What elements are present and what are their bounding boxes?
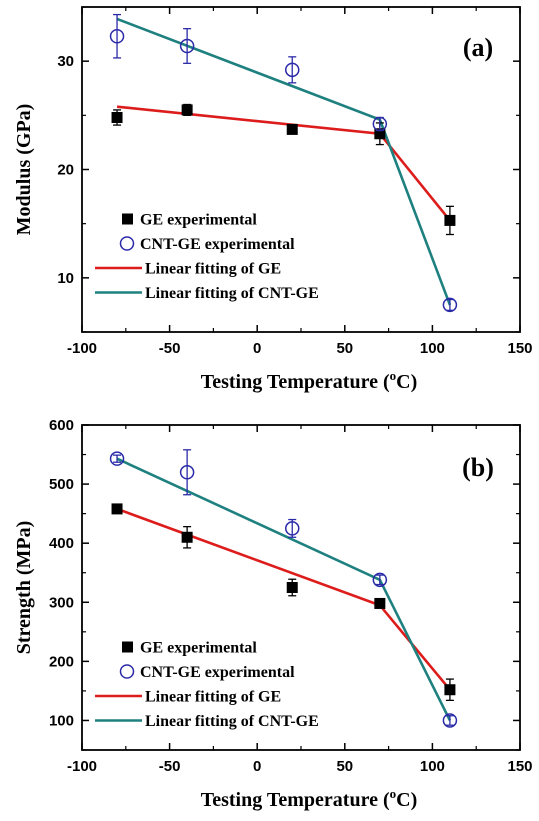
y-tick-label: 300 <box>49 594 74 611</box>
panel-label: (b) <box>462 453 494 482</box>
marker-ge <box>286 123 298 135</box>
marker-ge <box>181 531 193 543</box>
legend-label: Linear fitting of GE <box>145 689 281 706</box>
legend-marker-ge <box>122 213 133 225</box>
marker-ge <box>111 112 123 123</box>
marker-ge <box>111 503 123 515</box>
x-tick-label: -50 <box>159 758 181 775</box>
marker-cnt-ge <box>442 713 458 728</box>
chart-panel-a: -100 -50 0 50 100 150 10 20 30 (a) GE experimental… <box>13 6 533 393</box>
x-tick-label: 50 <box>336 758 353 775</box>
x-axis-label: Testing Temperature (oC) <box>201 368 418 393</box>
y-tick-label: 10 <box>57 270 74 287</box>
legend-label: Linear fitting of CNT-GE <box>145 713 319 730</box>
x-tick-label: 0 <box>253 758 261 775</box>
x-tick-label: -50 <box>159 340 181 357</box>
marker-ge <box>444 214 456 226</box>
marker-cnt-ge <box>109 29 125 44</box>
y-tick-label: 500 <box>49 476 74 493</box>
legend-label: GE experimental <box>140 640 257 657</box>
y-tick-label: 600 <box>49 417 74 434</box>
fit-line-ge <box>116 105 451 222</box>
legend-marker-ge <box>122 641 133 653</box>
plot-frame <box>81 6 521 333</box>
marker-cnt-ge <box>442 297 458 313</box>
marker-ge <box>181 104 193 116</box>
fit-line-cnt-ge <box>116 457 452 722</box>
legend-label: CNT-GE experimental <box>140 236 295 253</box>
legend-marker-cnt-ge <box>119 236 135 251</box>
marker-cnt-ge <box>284 521 300 536</box>
legend-label: CNT-GE experimental <box>140 664 295 681</box>
x-tick-label: 100 <box>420 340 445 357</box>
legend-marker-cnt-ge <box>119 664 135 679</box>
marker-cnt-ge <box>372 116 388 132</box>
y-tick-label: 30 <box>57 53 74 70</box>
x-tick-label: -100 <box>67 758 97 775</box>
marker-cnt-ge <box>372 572 388 588</box>
y-tick-label: 200 <box>49 653 74 670</box>
legend-label: Linear fitting of GE <box>145 261 281 278</box>
x-tick-label: 150 <box>507 758 532 775</box>
x-tick-label: 50 <box>336 340 353 357</box>
marker-cnt-ge <box>109 451 125 466</box>
marker-cnt-ge <box>284 62 300 78</box>
x-tick-label: 150 <box>507 340 532 357</box>
x-axis-label: Testing Temperature (oC) <box>201 786 418 811</box>
x-tick-label: 0 <box>253 340 261 357</box>
x-tick-label: 100 <box>420 758 445 775</box>
legend-label: Linear fitting of CNT-GE <box>145 285 319 302</box>
marker-ge <box>444 684 456 696</box>
chart-panel-b: -100 -50 0 50 100 150 100 200 300 400 500 600 (b) GE … <box>13 417 533 811</box>
y-tick-label: 20 <box>57 162 74 179</box>
x-tick-label: -100 <box>67 340 97 357</box>
marker-ge <box>286 582 298 593</box>
panel-label: (a) <box>463 33 493 62</box>
y-axis-label: Strength (MPa) <box>13 521 35 655</box>
marker-ge <box>374 597 386 609</box>
marker-cnt-ge <box>179 465 195 480</box>
marker-cnt-ge <box>179 38 195 54</box>
y-axis-label: Modulus (GPa) <box>13 104 35 236</box>
y-tick-label: 400 <box>49 535 74 552</box>
y-tick-label: 100 <box>49 712 74 729</box>
marker-ge <box>374 128 386 140</box>
legend-label: GE experimental <box>140 212 257 229</box>
